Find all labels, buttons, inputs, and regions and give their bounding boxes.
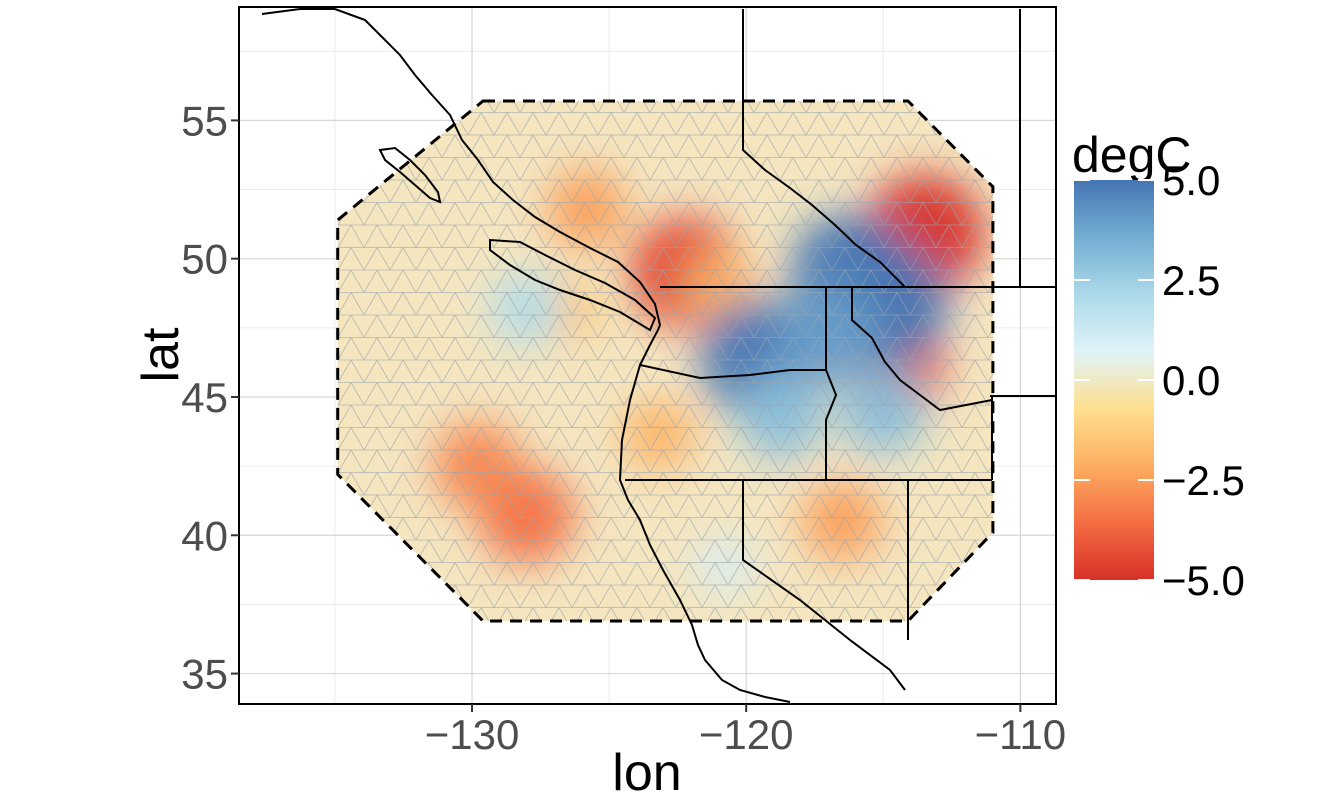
- legend-ticks: 5.0 2.5 0.0 −2.5 −5.0: [1074, 157, 1245, 604]
- y-tick-label: 50: [181, 236, 228, 283]
- y-tick-label: 55: [181, 97, 228, 144]
- legend-tick-label: 2.5: [1162, 257, 1220, 304]
- plot-panel-border: [238, 6, 1057, 705]
- haida-gwaii: [378, 146, 442, 204]
- legend-tick-label: 5.0: [1162, 157, 1220, 204]
- y-axis-title: lat: [132, 327, 190, 382]
- x-tick-label: −110: [975, 711, 1067, 758]
- vancouver-island: [489, 238, 657, 332]
- legend-tick-label: −2.5: [1162, 457, 1245, 504]
- color-legend: degC 5.0 2.5 0.0 −2.5 −5.0: [1072, 127, 1245, 604]
- y-tick-label: 45: [181, 374, 228, 421]
- x-axis-ticks: −130 −120 −110: [425, 704, 1066, 758]
- domain-boundary: [336, 99, 995, 623]
- california-nevada-border: [742, 480, 906, 691]
- legend-tick-label: −5.0: [1162, 557, 1245, 604]
- x-axis-title: lon: [612, 744, 681, 802]
- y-axis-ticks: 35 40 45 50 55: [181, 97, 239, 698]
- x-tick-label: −120: [699, 711, 794, 758]
- y-tick-label: 40: [181, 512, 228, 559]
- washington-oregon-border: [639, 364, 826, 380]
- idaho-montana-border: [851, 287, 993, 412]
- y-tick-label: 35: [181, 651, 228, 698]
- bc-alberta-border: [742, 9, 906, 288]
- legend-title: degC: [1072, 127, 1192, 183]
- legend-tick-label: 0.0: [1162, 357, 1220, 404]
- coastline: [261, 8, 791, 703]
- map-borders: [261, 8, 1056, 703]
- x-tick-label: −130: [425, 711, 520, 758]
- oregon-idaho-border: [825, 369, 838, 480]
